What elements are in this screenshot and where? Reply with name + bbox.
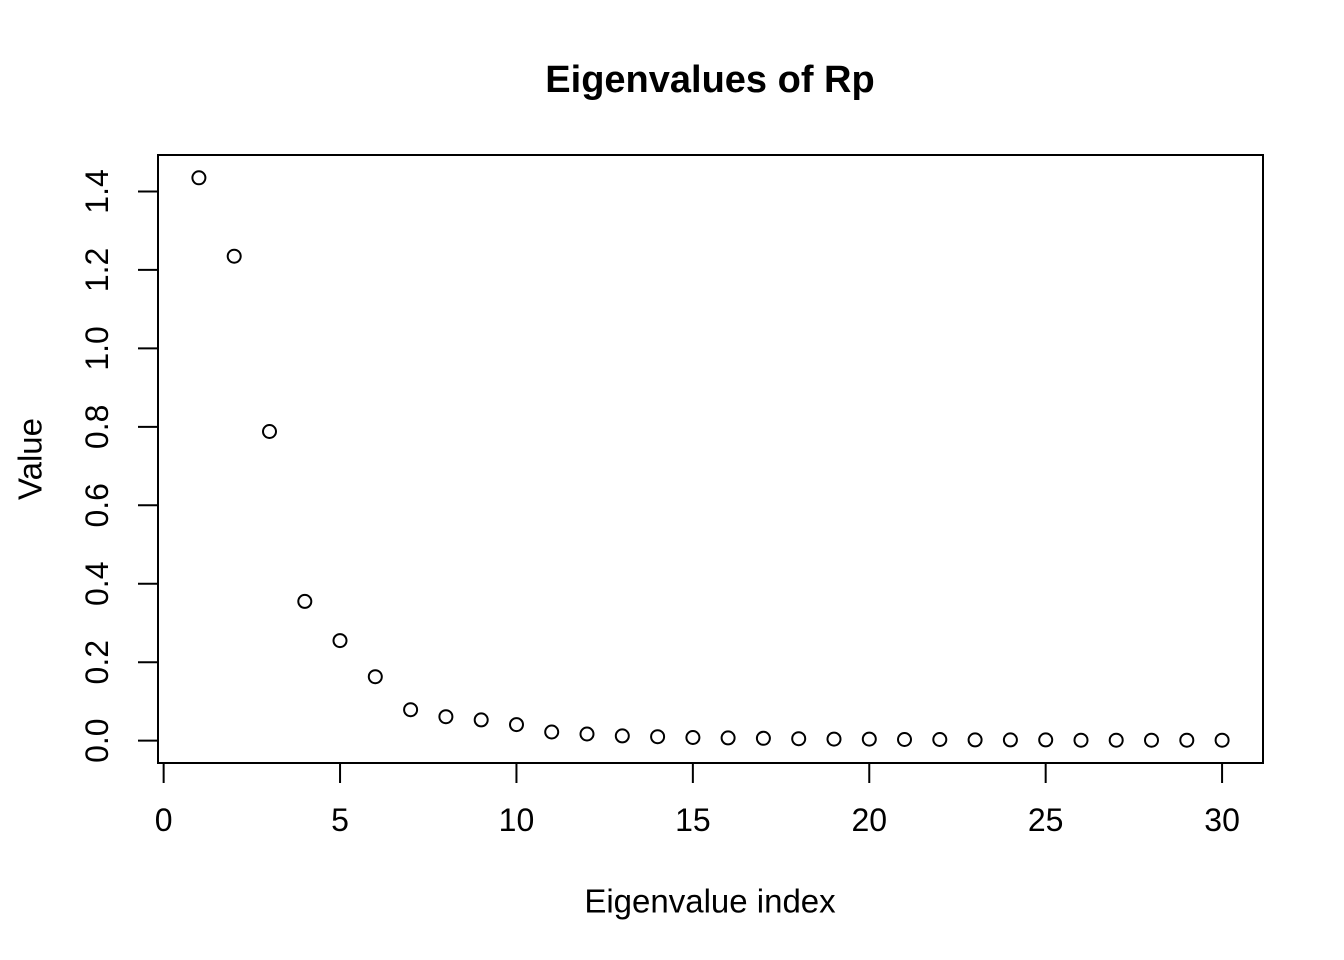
- data-point: [720, 730, 736, 746]
- data-point: [226, 248, 242, 264]
- data-point: [191, 170, 207, 186]
- x-axis: 0 5 10 15 20 25 30: [155, 763, 1240, 838]
- y-tick-label: 1.0: [79, 326, 115, 370]
- y-axis: 0.0 0.2 0.4 0.6 0.8 1.0 1.2 1.4: [79, 169, 158, 763]
- data-point: [544, 724, 560, 740]
- data-point: [297, 593, 313, 609]
- data-point: [262, 424, 277, 439]
- y-tick-label: 1.2: [79, 248, 115, 292]
- data-point: [1144, 732, 1159, 748]
- data-point: [579, 726, 595, 742]
- y-tick-label: 0.0: [79, 718, 115, 762]
- data-point: [755, 730, 771, 746]
- data-point: [1108, 732, 1124, 748]
- data-point: [791, 731, 807, 747]
- x-tick-label: 15: [675, 802, 711, 838]
- y-tick-label: 0.8: [79, 405, 115, 449]
- x-tick-label: 10: [499, 802, 535, 838]
- plot-area-border: [157, 154, 1264, 764]
- y-tick-label: 0.2: [79, 640, 115, 684]
- data-point: [473, 712, 489, 728]
- data-point: [332, 633, 348, 649]
- data-point: [367, 669, 383, 685]
- data-point: [614, 728, 630, 744]
- data-point: [826, 731, 842, 747]
- y-tick-label: 0.6: [79, 483, 115, 527]
- data-point: [1179, 732, 1195, 748]
- chart-title: Eigenvalues of Rp: [545, 59, 874, 101]
- x-tick-label: 20: [851, 802, 887, 838]
- data-point: [1214, 732, 1230, 748]
- data-point: [897, 732, 912, 747]
- data-point: [1038, 732, 1054, 748]
- data-point: [685, 730, 701, 745]
- x-tick-label: 25: [1028, 802, 1064, 838]
- data-point: [1073, 732, 1089, 748]
- x-tick-label: 5: [331, 802, 349, 838]
- x-tick-label: 0: [155, 802, 173, 838]
- data-point: [509, 717, 524, 733]
- y-tick-label: 0.4: [79, 561, 115, 605]
- data-point: [403, 702, 419, 718]
- data-point: [1002, 732, 1018, 748]
- y-axis-label: Value: [12, 418, 49, 500]
- data-point: [967, 732, 983, 748]
- data-point: [861, 731, 877, 747]
- x-tick-label: 30: [1204, 802, 1240, 838]
- data-point: [650, 729, 666, 745]
- x-axis-label: Eigenvalue index: [584, 883, 836, 920]
- data-point: [438, 709, 454, 725]
- y-tick-label: 1.4: [79, 169, 115, 213]
- data-points: [191, 170, 1230, 748]
- data-point: [932, 732, 948, 747]
